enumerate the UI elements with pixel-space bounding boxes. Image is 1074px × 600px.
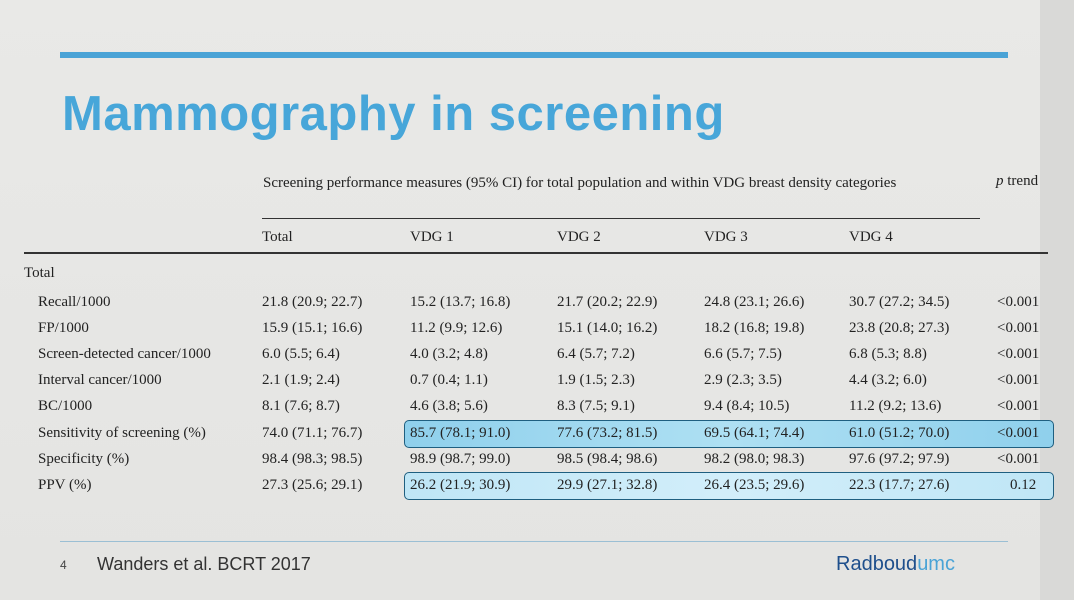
p-trend-cell: 0.12 — [1010, 477, 1037, 493]
table-cell: 77.6 (73.2; 81.5) — [557, 425, 658, 441]
row-label: Interval cancer/1000 — [38, 372, 162, 388]
p-trend-cell: <0.001 — [997, 398, 1040, 414]
col-header-total: Total — [262, 229, 293, 245]
table-cell: 24.8 (23.1; 26.6) — [704, 294, 805, 310]
table-cell: 74.0 (71.1; 76.7) — [262, 425, 363, 441]
table-cell: 29.9 (27.1; 32.8) — [557, 477, 658, 493]
p-trend-cell: <0.001 — [997, 451, 1040, 467]
table-cell: 98.2 (98.0; 98.3) — [704, 451, 805, 467]
table-row: Recall/1000 21.8 (20.9; 22.7) 15.2 (13.7; … — [0, 290, 1074, 316]
table-cell: 4.0 (3.2; 4.8) — [410, 346, 488, 362]
row-label: BC/1000 — [38, 398, 93, 414]
col-header-vdg3: VDG 3 — [704, 229, 748, 245]
table-row: Screen-detected cancer/1000 6.0 (5.5; 6.4… — [0, 342, 1074, 368]
radboudumc-logo: Radboudumc — [836, 553, 955, 576]
table-row: PPV (%) 27.3 (25.6; 29.1) 26.2 (21.9; 30.9… — [0, 473, 1074, 499]
col-header-vdg1: VDG 1 — [410, 229, 454, 245]
table-cell: 8.1 (7.6; 8.7) — [262, 398, 340, 414]
table-cell: 9.4 (8.4; 10.5) — [704, 398, 790, 414]
table-cell: 2.9 (2.3; 3.5) — [704, 372, 782, 388]
p-trend-cell: <0.001 — [997, 372, 1040, 388]
p-trend-cell: <0.001 — [997, 425, 1040, 441]
table-cell: 98.9 (98.7; 99.0) — [410, 451, 511, 467]
table-cell: 1.9 (1.5; 2.3) — [557, 372, 635, 388]
table-cell: 4.4 (3.2; 6.0) — [849, 372, 927, 388]
p-trend-cell: <0.001 — [997, 346, 1040, 362]
row-label: PPV (%) — [38, 477, 92, 493]
table-cell: 6.0 (5.5; 6.4) — [262, 346, 340, 362]
ppv-highlight — [404, 472, 1054, 500]
table-row: Specificity (%) 98.4 (98.3; 98.5) 98.9 (98… — [0, 447, 1074, 473]
p-trend-rest: trend — [1003, 173, 1039, 189]
table-cell: 26.4 (23.5; 29.6) — [704, 477, 805, 493]
table-cell: 30.7 (27.2; 34.5) — [849, 294, 950, 310]
logo-part1: Radboud — [836, 553, 918, 575]
p-trend-italic: p — [996, 173, 1004, 189]
title-accent-bar — [60, 52, 1008, 58]
col-header-vdg2: VDG 2 — [557, 229, 601, 245]
row-label: Specificity (%) — [38, 451, 130, 467]
table-cell: 61.0 (51.2; 70.0) — [849, 425, 950, 441]
table-cell: 6.4 (5.7; 7.2) — [557, 346, 635, 362]
table-cell: 15.1 (14.0; 16.2) — [557, 320, 658, 336]
table-row: BC/1000 8.1 (7.6; 8.7) 4.6 (3.8; 5.6) 8.3 (… — [0, 394, 1074, 420]
table-cell: 0.7 (0.4; 1.1) — [410, 372, 488, 388]
table-row: Sensitivity of screening (%) 74.0 (71.1; … — [0, 421, 1074, 447]
table-row: Interval cancer/1000 2.1 (1.9; 2.4) 0.7 (0… — [0, 368, 1074, 394]
row-label: Sensitivity of screening (%) — [38, 425, 206, 441]
row-label: Recall/1000 — [38, 294, 111, 310]
table-cell: 2.1 (1.9; 2.4) — [262, 372, 340, 388]
table-cell: 6.6 (5.7; 7.5) — [704, 346, 782, 362]
slide-frame-edge — [1040, 0, 1074, 600]
table-cell: 18.2 (16.8; 19.8) — [704, 320, 805, 336]
caption-rule — [262, 218, 980, 219]
table-row: FP/1000 15.9 (15.1; 16.6) 11.2 (9.9; 12.6)… — [0, 316, 1074, 342]
row-label: Screen-detected cancer/1000 — [38, 346, 211, 362]
header-rule — [24, 252, 1048, 254]
section-label: Total — [24, 265, 55, 281]
col-header-vdg4: VDG 4 — [849, 229, 893, 245]
table-cell: 15.2 (13.7; 16.8) — [410, 294, 511, 310]
footer-rule — [60, 541, 1008, 542]
table-cell: 8.3 (7.5; 9.1) — [557, 398, 635, 414]
table-cell: 4.6 (3.8; 5.6) — [410, 398, 488, 414]
page-number: 4 — [60, 558, 67, 572]
table-cell: 97.6 (97.2; 97.9) — [849, 451, 950, 467]
table-cell: 27.3 (25.6; 29.1) — [262, 477, 363, 493]
table-cell: 15.9 (15.1; 16.6) — [262, 320, 363, 336]
table-cell: 98.5 (98.4; 98.6) — [557, 451, 658, 467]
table-cell: 6.8 (5.3; 8.8) — [849, 346, 927, 362]
table-caption: Screening performance measures (95% CI) … — [263, 175, 897, 191]
row-label: FP/1000 — [38, 320, 89, 336]
table-cell: 23.8 (20.8; 27.3) — [849, 320, 950, 336]
p-trend-cell: <0.001 — [997, 320, 1040, 336]
table-cell: 85.7 (78.1; 91.0) — [410, 425, 511, 441]
table-cell: 21.8 (20.9; 22.7) — [262, 294, 363, 310]
citation: Wanders et al. BCRT 2017 — [97, 554, 311, 574]
sensitivity-highlight — [404, 420, 1054, 448]
table-cell: 69.5 (64.1; 74.4) — [704, 425, 805, 441]
logo-part2: umc — [917, 553, 955, 575]
table-cell: 11.2 (9.9; 12.6) — [410, 320, 503, 336]
p-trend-cell: <0.001 — [997, 294, 1040, 310]
slide-title: Mammography in screening — [62, 87, 725, 141]
table-cell: 21.7 (20.2; 22.9) — [557, 294, 658, 310]
table-cell: 11.2 (9.2; 13.6) — [849, 398, 942, 414]
table-cell: 22.3 (17.7; 27.6) — [849, 477, 950, 493]
p-trend-header: p trend — [996, 173, 1038, 190]
table-cell: 98.4 (98.3; 98.5) — [262, 451, 363, 467]
table-cell: 26.2 (21.9; 30.9) — [410, 477, 511, 493]
